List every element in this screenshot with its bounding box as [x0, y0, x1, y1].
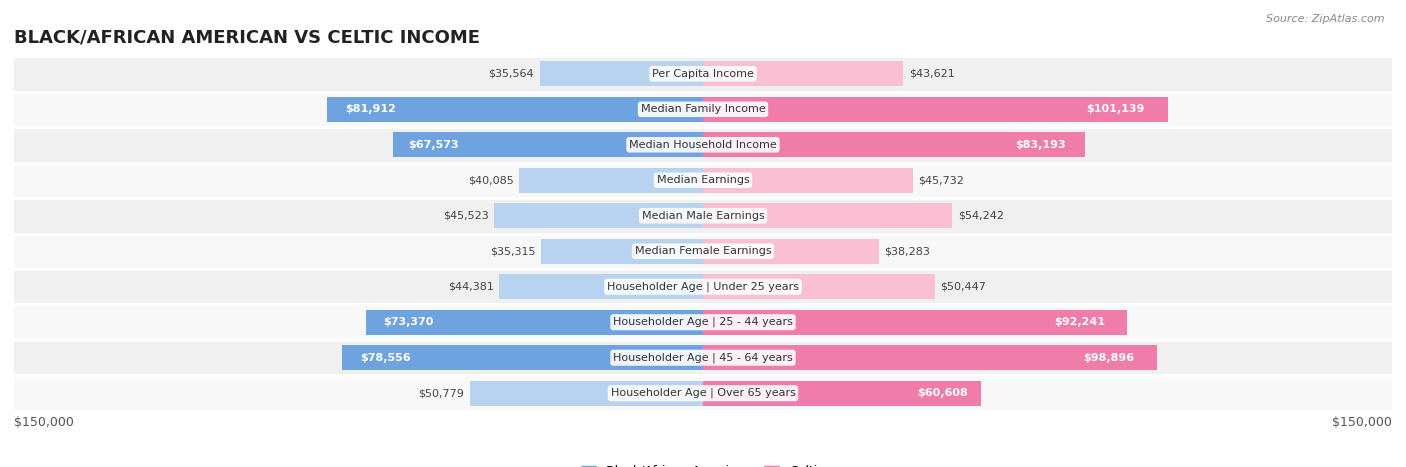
Bar: [14, 304, 1392, 340]
Bar: [703, 97, 1167, 122]
Bar: [14, 163, 1392, 198]
Text: $83,193: $83,193: [1015, 140, 1066, 150]
Bar: [703, 381, 981, 406]
Bar: [14, 340, 1392, 375]
Bar: [14, 127, 1392, 163]
Bar: [392, 132, 703, 157]
Text: $54,242: $54,242: [957, 211, 1004, 221]
Bar: [14, 269, 1392, 304]
Bar: [470, 381, 703, 406]
Text: $35,315: $35,315: [489, 246, 536, 256]
Text: Per Capita Income: Per Capita Income: [652, 69, 754, 79]
Text: $50,779: $50,779: [419, 388, 464, 398]
Text: Householder Age | 45 - 64 years: Householder Age | 45 - 64 years: [613, 353, 793, 363]
Bar: [703, 203, 952, 228]
Bar: [703, 274, 935, 299]
Text: Median Male Earnings: Median Male Earnings: [641, 211, 765, 221]
Text: $73,370: $73,370: [382, 317, 433, 327]
Text: $35,564: $35,564: [488, 69, 534, 79]
Legend: Black/African American, Celtic: Black/African American, Celtic: [576, 460, 830, 467]
Bar: [326, 97, 703, 122]
Bar: [703, 239, 879, 264]
Text: Source: ZipAtlas.com: Source: ZipAtlas.com: [1267, 14, 1385, 24]
Text: $40,085: $40,085: [468, 175, 513, 185]
Text: $101,139: $101,139: [1085, 104, 1144, 114]
Text: Median Household Income: Median Household Income: [628, 140, 778, 150]
Text: $60,608: $60,608: [917, 388, 967, 398]
Text: $78,556: $78,556: [360, 353, 411, 363]
Bar: [494, 203, 703, 228]
Text: Median Earnings: Median Earnings: [657, 175, 749, 185]
Bar: [540, 61, 703, 86]
Text: $92,241: $92,241: [1054, 317, 1105, 327]
Bar: [14, 92, 1392, 127]
Bar: [499, 274, 703, 299]
Text: $45,523: $45,523: [443, 211, 488, 221]
Bar: [703, 61, 903, 86]
Text: $150,000: $150,000: [1331, 416, 1392, 429]
Bar: [14, 234, 1392, 269]
Text: $44,381: $44,381: [447, 282, 494, 292]
Bar: [519, 168, 703, 193]
Text: $43,621: $43,621: [908, 69, 955, 79]
Bar: [14, 198, 1392, 234]
Bar: [703, 345, 1157, 370]
Bar: [366, 310, 703, 335]
Bar: [342, 345, 703, 370]
Text: BLACK/AFRICAN AMERICAN VS CELTIC INCOME: BLACK/AFRICAN AMERICAN VS CELTIC INCOME: [14, 28, 479, 46]
Bar: [703, 132, 1085, 157]
Bar: [703, 310, 1126, 335]
Text: Median Family Income: Median Family Income: [641, 104, 765, 114]
Text: Householder Age | Under 25 years: Householder Age | Under 25 years: [607, 282, 799, 292]
Text: Householder Age | Over 65 years: Householder Age | Over 65 years: [610, 388, 796, 398]
Text: $38,283: $38,283: [884, 246, 931, 256]
Text: $150,000: $150,000: [14, 416, 75, 429]
Bar: [541, 239, 703, 264]
Text: $67,573: $67,573: [408, 140, 458, 150]
Text: $81,912: $81,912: [346, 104, 396, 114]
Bar: [14, 375, 1392, 411]
Text: Householder Age | 25 - 44 years: Householder Age | 25 - 44 years: [613, 317, 793, 327]
Bar: [703, 168, 912, 193]
Text: $45,732: $45,732: [918, 175, 965, 185]
Bar: [14, 56, 1392, 92]
Text: $50,447: $50,447: [941, 282, 986, 292]
Text: Median Female Earnings: Median Female Earnings: [634, 246, 772, 256]
Text: $98,896: $98,896: [1084, 353, 1135, 363]
